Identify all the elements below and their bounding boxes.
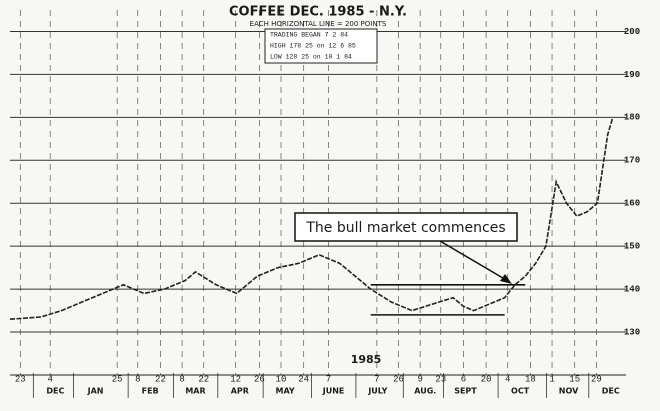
month-label: MAR: [185, 387, 205, 396]
x-tick-label: 8: [135, 374, 140, 384]
x-tick-label: 22: [155, 374, 166, 384]
month-label: JULY: [367, 387, 387, 396]
x-tick-label: 22: [198, 374, 209, 384]
month-label: JUNE: [322, 387, 345, 396]
x-tick-label: 26: [254, 374, 265, 384]
x-tick-label: 8: [179, 374, 184, 384]
x-tick-label: 23: [15, 374, 26, 384]
info-line: HIGH 178 25 on 12 6 85: [270, 43, 356, 50]
price-line: [9, 117, 614, 320]
x-tick-label: 24: [298, 374, 309, 384]
annotation-box: [294, 212, 518, 242]
x-tick-label: 12: [230, 374, 241, 384]
x-tick-label: 20: [481, 374, 492, 384]
month-label: OCT: [511, 387, 530, 396]
x-tick-label: 25: [112, 374, 123, 384]
info-line: LOW 128 25 on 10 1 84: [270, 54, 352, 61]
annotation: The bull market commences: [305, 220, 505, 236]
info-box: [264, 28, 378, 64]
year-label: 1985: [351, 353, 382, 366]
month-label: NOV: [559, 387, 579, 396]
y-tick-label: 140: [624, 284, 640, 294]
x-tick-label: 7: [326, 374, 331, 384]
month-label: JAN: [87, 387, 104, 396]
x-tick-label: 1: [549, 374, 554, 384]
x-tick-label: 10: [276, 374, 287, 384]
y-tick-label: 160: [624, 199, 640, 209]
month-label: MAY: [276, 387, 295, 396]
chart-title: COFFEE DEC. 1985 - N.Y.: [229, 5, 407, 20]
y-tick-label: 200: [624, 27, 640, 37]
y-tick-label: 150: [624, 242, 640, 252]
y-tick-label: 170: [624, 156, 640, 166]
arrow-head: [500, 274, 512, 284]
info-line: TRADING BEGAN 7 2 84: [270, 32, 348, 39]
x-tick-label: 29: [591, 374, 602, 384]
x-tick-label: 4: [47, 374, 52, 384]
x-tick-label: 7: [374, 374, 379, 384]
month-label: APR: [231, 387, 249, 396]
annotation-arrow: [439, 240, 509, 282]
x-tick-label: 18: [525, 374, 536, 384]
y-tick-label: 180: [624, 113, 640, 123]
x-tick-label: 23: [435, 374, 446, 384]
chart-subtitle: EACH HORIZONTAL LINE = 200 POINTS: [250, 20, 387, 28]
x-tick-label: 26: [393, 374, 404, 384]
y-tick-label: 130: [624, 327, 640, 337]
month-label: DEC: [602, 387, 620, 396]
x-tick-label: 9: [417, 374, 422, 384]
month-label: AUG.: [414, 387, 436, 396]
month-label: SEPT: [454, 387, 477, 396]
x-tick-label: 15: [569, 374, 580, 384]
month-label: DEC: [46, 387, 64, 396]
y-tick-label: 190: [624, 70, 640, 80]
x-tick-label: 6: [461, 374, 466, 384]
x-tick-label: 4: [505, 374, 510, 384]
month-label: FEB: [142, 387, 159, 396]
